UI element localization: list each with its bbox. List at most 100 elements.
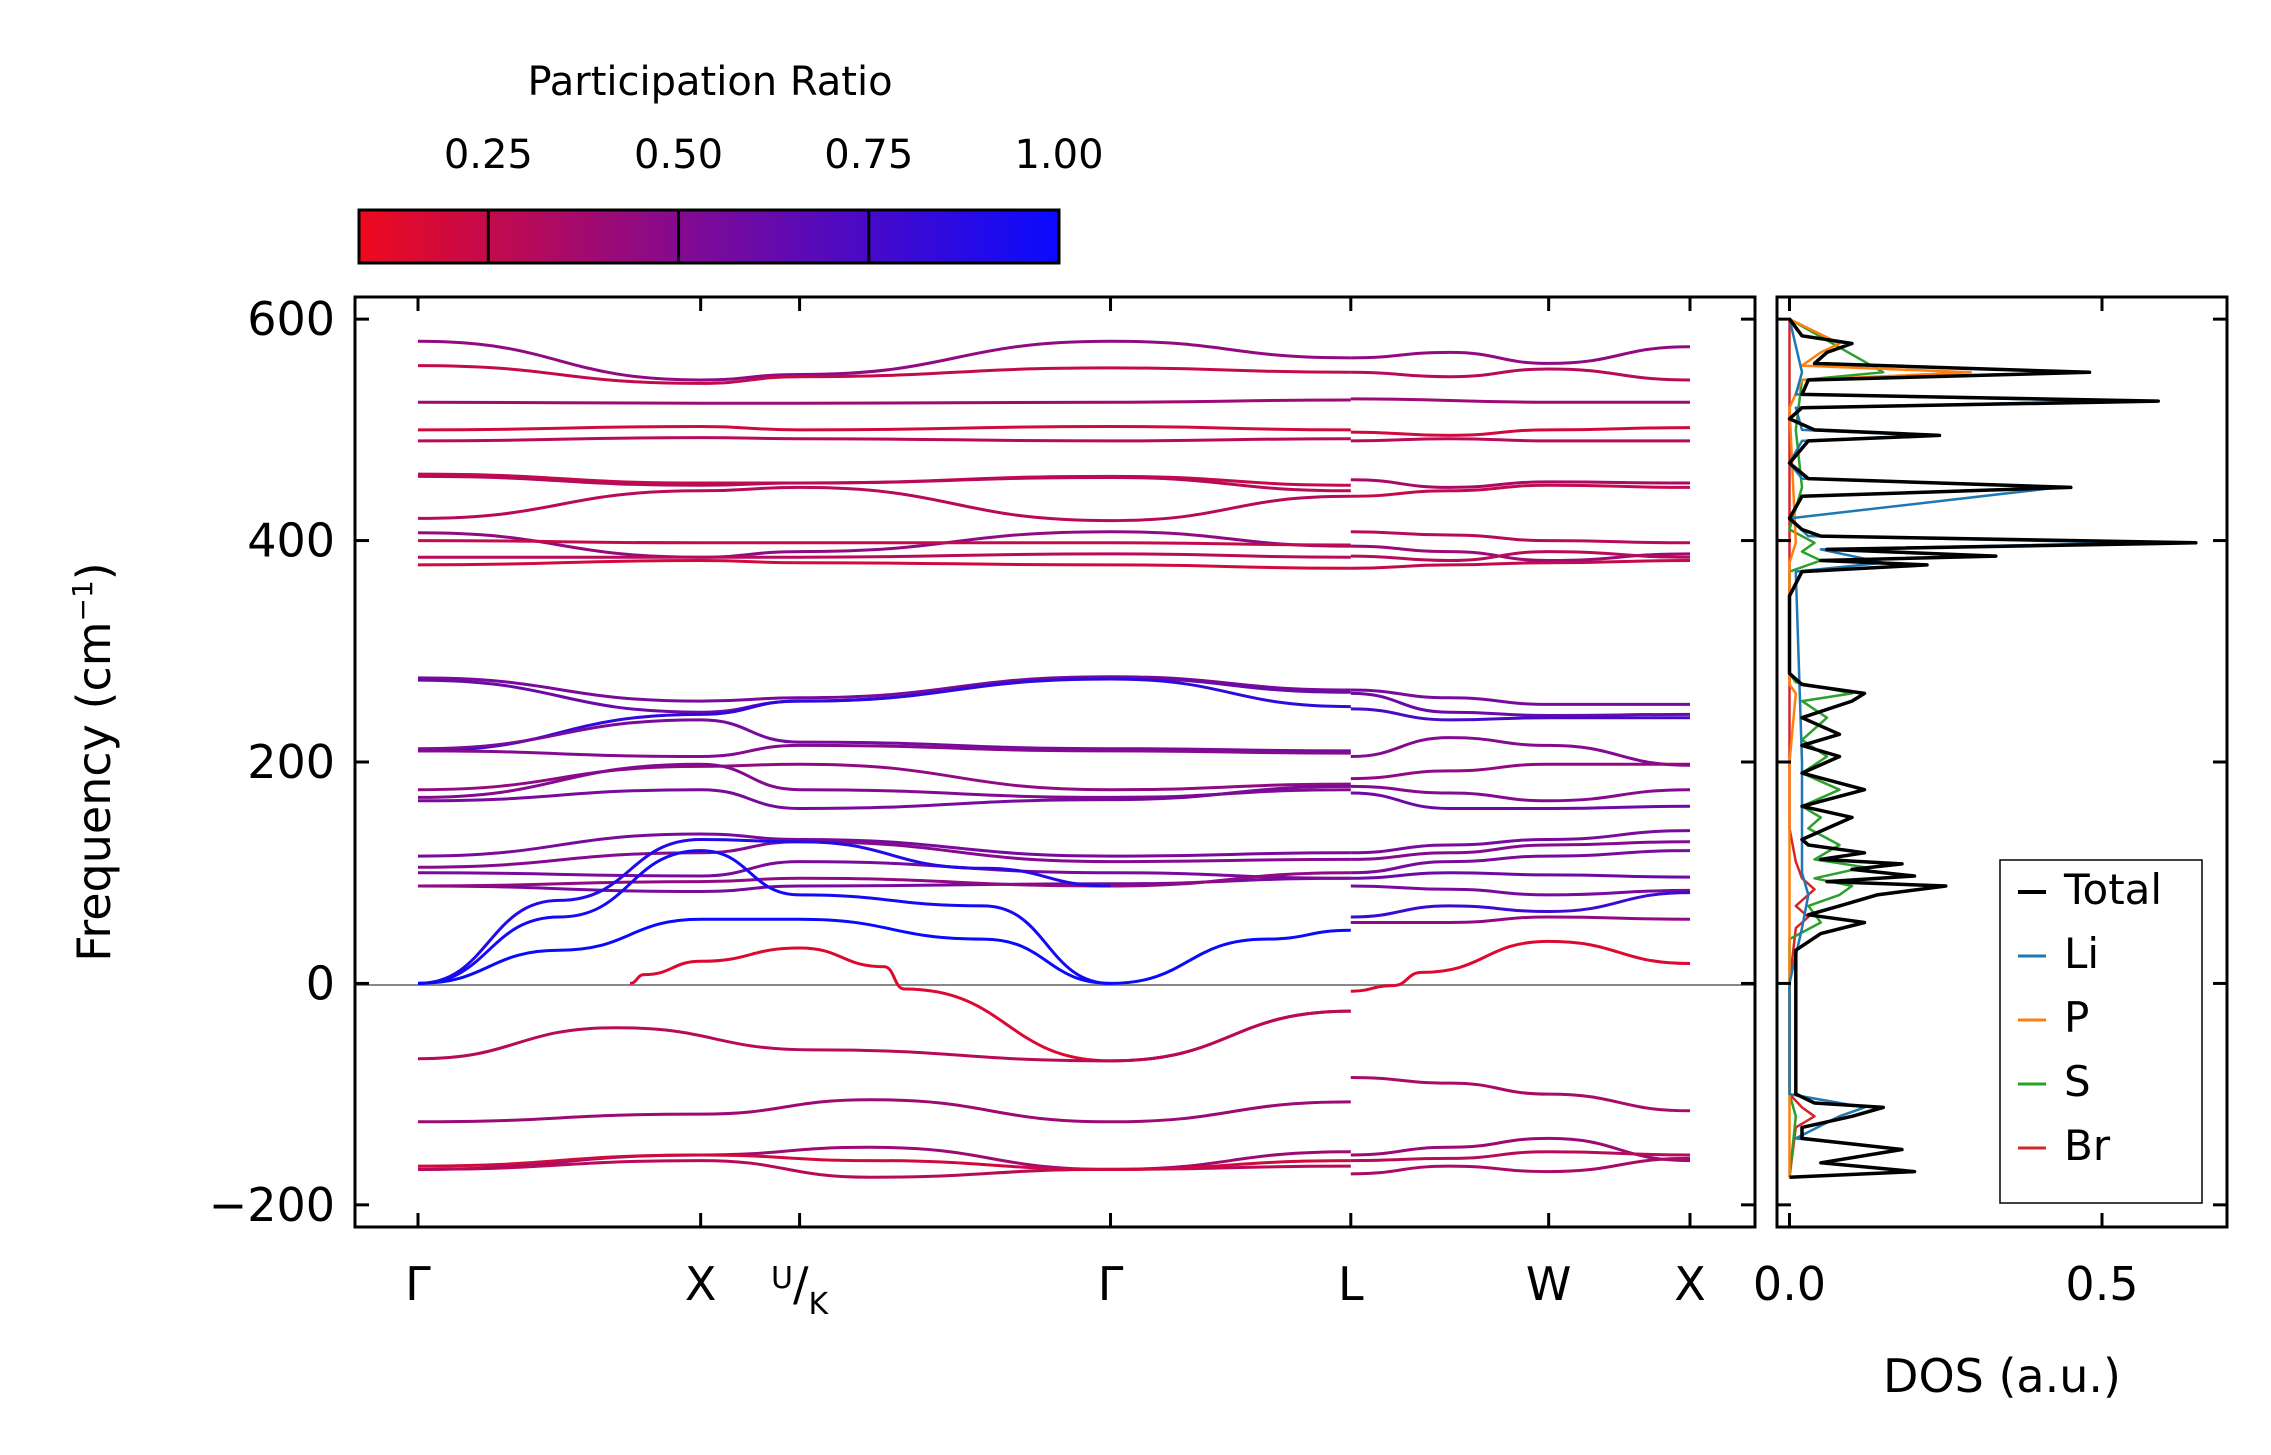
phonon-band	[1350, 707, 1690, 722]
phonon-band	[417, 398, 1351, 405]
phonon-band	[417, 837, 1111, 985]
phonon-band	[417, 849, 1111, 985]
dos-legend: Total Li PS Br	[1999, 859, 2203, 1204]
phonon-band	[1350, 544, 1691, 563]
legend-label: S	[2064, 1057, 2091, 1106]
phonon-band	[417, 871, 1351, 888]
y-tick-label: 200	[247, 735, 335, 789]
phonon-band	[1350, 691, 1691, 718]
colorbar-tick-label: 0.50	[634, 132, 723, 178]
colorbar-ticks: 0.25 0.50 0.75 1.00	[444, 132, 1104, 263]
k-tick-label: Γ	[1098, 1257, 1124, 1311]
phonon-band	[1350, 762, 1690, 781]
colorbar-tick-label: 1.00	[1014, 132, 1103, 178]
phonon-band	[1350, 915, 1691, 925]
phonon-band	[1350, 784, 1691, 803]
phonon-band	[1350, 1076, 1691, 1113]
phonon-band	[1350, 530, 1691, 545]
phonon-band	[417, 424, 1351, 432]
phonon-band	[1350, 791, 1691, 811]
phonon-band	[1350, 829, 1691, 855]
phonon-band	[1350, 840, 1691, 861]
phonon-band	[1350, 559, 1691, 570]
k-tick-label: W	[1526, 1257, 1571, 1311]
phonon-band	[1350, 1156, 1691, 1176]
legend-frame	[1999, 859, 2203, 1204]
y-tick-label: 600	[247, 292, 335, 346]
legend-label: Li	[2064, 929, 2099, 978]
legend-label: Total	[2063, 865, 2162, 914]
phonon-band	[417, 1009, 1351, 1063]
phonon-band	[417, 677, 1351, 753]
band-axes-frame	[353, 295, 1757, 1229]
phonon-band	[417, 474, 1351, 493]
phonon-band	[417, 917, 1351, 985]
phonon-band	[1350, 849, 1691, 875]
phonon-band	[1350, 688, 1690, 706]
phonon-band	[1350, 483, 1691, 498]
k-tick-label: X	[1674, 1257, 1706, 1311]
phonon-band	[1350, 939, 1691, 993]
colorbar-gradient	[357, 208, 1061, 265]
dos-panel: 0.0 0.5 DOS (a.u.) Total Li PS Br	[1753, 295, 2229, 1403]
colorbar-title: Participation Ratio	[527, 59, 892, 105]
k-tick-label: X	[685, 1257, 717, 1311]
phonon-band	[417, 364, 1351, 385]
dos-curve-p	[1788, 317, 1973, 1178]
phonon-band	[417, 743, 1351, 759]
phonon-band	[1350, 397, 1690, 404]
phonon-band	[417, 530, 1351, 559]
dos-x-tick-label: 0.5	[2065, 1257, 2138, 1311]
k-tick-label: Γ	[405, 1257, 431, 1311]
phonon-band	[1350, 426, 1691, 437]
phonon-band	[418, 552, 1351, 559]
phonon-band	[417, 762, 1351, 799]
band-structure-panel: −200 0 200 400 600 Γ X U/K Γ L W X Frequency (cm−1…	[66, 292, 1757, 1322]
dos-x-tick-label: 0.0	[1753, 1257, 1826, 1311]
y-tick-label: −200	[209, 1178, 335, 1232]
dos-curves	[1787, 317, 2198, 1179]
phonon-band	[1350, 478, 1691, 489]
band-k-ticks: Γ X U/K Γ L W X	[405, 297, 1706, 1322]
colorbar-tick-label: 0.25	[444, 132, 533, 178]
phonon-band	[417, 339, 1351, 382]
dos-ticks: 0.0 0.5	[1753, 297, 2227, 1311]
phonon-band	[1350, 1136, 1691, 1163]
phonon-band	[1350, 871, 1691, 880]
phonon-band	[417, 539, 1351, 547]
phonon-band	[417, 1098, 1351, 1124]
colorbar-tick-label: 0.75	[824, 132, 913, 178]
phonon-band	[417, 762, 1351, 792]
phonon-band	[417, 718, 1351, 753]
legend-label: P	[2064, 993, 2089, 1042]
phonon-band	[1350, 367, 1691, 382]
phonon-band	[417, 436, 1351, 443]
k-tick-label: U/K	[771, 1257, 829, 1322]
phonon-band	[1350, 884, 1691, 897]
phonon-band	[417, 840, 1351, 869]
phonon-band	[1350, 345, 1691, 365]
dos-curve-total	[1787, 318, 2198, 1179]
dos-x-axis-label: DOS (a.u.)	[1883, 1349, 2121, 1403]
phonon-band	[1350, 891, 1691, 919]
band-y-ticks: −200 0 200 400 600	[209, 292, 1755, 1232]
y-tick-label: 400	[247, 514, 335, 568]
y-tick-label: 0	[306, 956, 335, 1010]
phonon-band	[1350, 550, 1691, 563]
phonon-band	[417, 1153, 1351, 1171]
phonon-band	[417, 784, 1351, 811]
phonon-band	[1350, 736, 1691, 767]
phonon-band	[417, 558, 1351, 570]
phonon-band	[417, 832, 1351, 858]
phonon-band	[417, 860, 1351, 880]
legend-label: Br	[2064, 1121, 2111, 1170]
k-tick-label: L	[1338, 1257, 1364, 1311]
phonon-bands	[417, 339, 1691, 1179]
phonon-band	[1350, 437, 1690, 443]
phonon-band	[417, 485, 1351, 523]
colorbar: Participation Ratio 0.25 0.50 0.75 1.00	[357, 59, 1104, 265]
legend-items: Total Li PS Br	[2018, 865, 2162, 1170]
phonon-band	[1350, 1150, 1691, 1163]
y-axis-label: Frequency (cm−1)	[66, 562, 121, 962]
